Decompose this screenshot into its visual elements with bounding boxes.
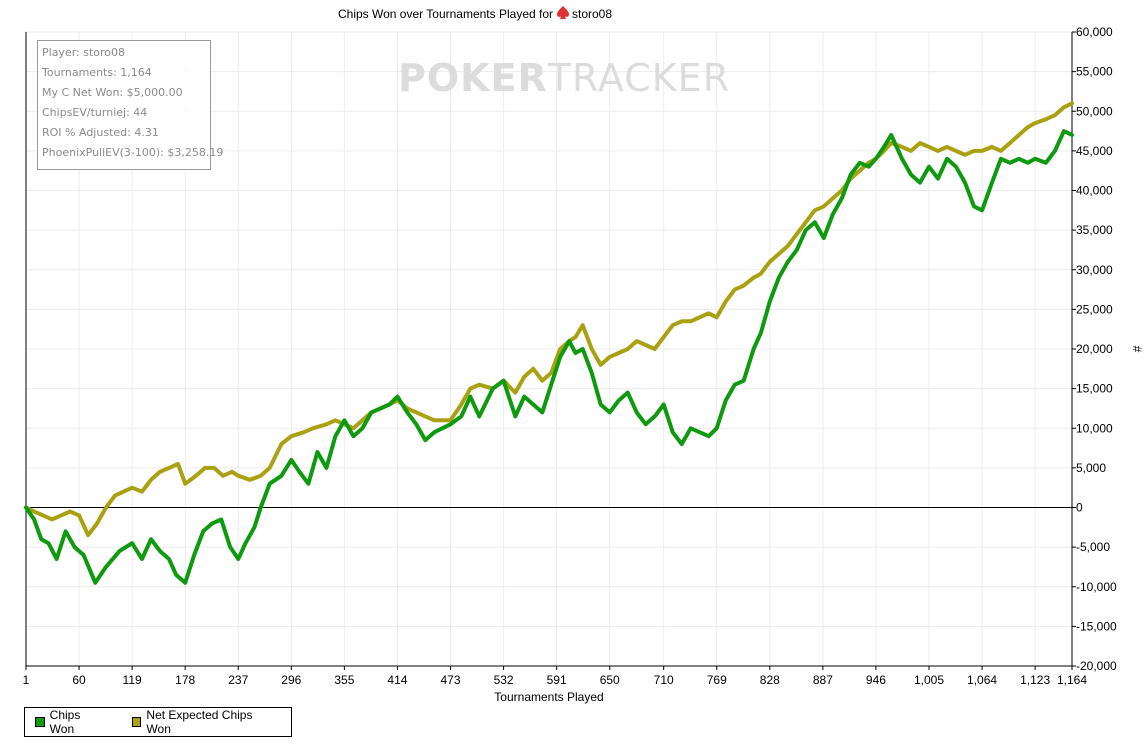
y-tick-label: -10,000	[1076, 580, 1117, 594]
stats-box: Player: storo08 Tournaments: 1,164 My C …	[37, 40, 224, 170]
series-lines	[24, 101, 1074, 585]
y-tick-label: 0	[1076, 501, 1083, 515]
x-tick-label: 828	[760, 673, 780, 687]
x-tick-label: 1	[23, 673, 30, 687]
axes: -20,000 -15,000 -10,000 -5,000 0 5,000 10,000 1…	[23, 25, 1144, 704]
y-tick-label: 5,000	[1076, 461, 1106, 475]
stat-tournaments: Tournaments: 1,164	[42, 66, 152, 79]
legend-item-chips-won[interactable]: Chips Won	[35, 708, 106, 736]
y-tick-label: 25,000	[1076, 302, 1113, 316]
x-tick-label: 1,164	[1057, 673, 1087, 687]
stat-chips-ev: ChipsEV/turniej: 44	[42, 106, 148, 119]
x-axis-title: Tournaments Played	[494, 690, 603, 704]
x-tick-label: 591	[547, 673, 567, 687]
x-tick-label: 119	[123, 673, 142, 687]
y-tick-label: 40,000	[1076, 184, 1113, 198]
x-tick-label: 237	[228, 673, 248, 687]
x-tick-label: 532	[494, 673, 514, 687]
x-tick-label: 414	[387, 673, 407, 687]
stat-player: Player: storo08	[42, 46, 126, 59]
x-tick-label: 296	[281, 673, 301, 687]
x-tick-label: 1,005	[914, 673, 944, 687]
x-tick-label: 60	[72, 673, 86, 687]
x-tick-label: 650	[600, 673, 620, 687]
y-tick-label: 50,000	[1076, 104, 1113, 118]
spade-icon	[557, 6, 569, 19]
stat-roi: ROI % Adjusted: 4.31	[42, 126, 159, 139]
y-tick-label: -15,000	[1076, 619, 1117, 633]
y-tick-label: 45,000	[1076, 144, 1113, 158]
x-tick-label: 946	[866, 673, 886, 687]
y-tick-label: 20,000	[1076, 342, 1113, 356]
x-tick-label: 1,064	[967, 673, 997, 687]
series-line-chips-won	[24, 129, 1074, 585]
x-tick-label: 887	[813, 673, 833, 687]
y-tick-label: 60,000	[1076, 25, 1113, 39]
x-tick-label: 178	[175, 673, 195, 687]
x-tick-label: 769	[707, 673, 727, 687]
pokertracker-watermark: POKERTRACKER	[398, 56, 731, 100]
stat-phoenix: PhoenixPullEV(3-100): $3,258.19	[42, 146, 224, 159]
legend-swatch-chips-won	[35, 717, 45, 727]
y-tick-label: 55,000	[1076, 65, 1113, 79]
y-tick-label: 15,000	[1076, 382, 1113, 396]
chart-title: Chips Won over Tournaments Played for st…	[338, 6, 612, 21]
stat-net-won: My C Net Won: $5,000.00	[42, 86, 183, 99]
legend-swatch-net-expected	[131, 717, 142, 727]
x-tick-label: 1,123	[1020, 673, 1050, 687]
legend: Chips Won Net Expected Chips Won	[24, 707, 292, 737]
x-tick-label: 355	[334, 673, 354, 687]
y-tick-label: -5,000	[1076, 540, 1110, 554]
x-tick-label: 710	[654, 673, 674, 687]
chart-title-player: storo08	[572, 7, 612, 21]
y-axis-title: #	[1130, 346, 1144, 353]
legend-label-chips-won: Chips Won	[49, 708, 81, 736]
y-tick-label: 10,000	[1076, 421, 1113, 435]
legend-item-net-expected[interactable]: Net Expected Chips Won	[131, 708, 275, 736]
y-tick-label: 30,000	[1076, 263, 1113, 277]
chart-title-text: Chips Won over Tournaments Played for	[338, 7, 553, 21]
y-tick-label: 35,000	[1076, 223, 1113, 237]
x-tick-label: 473	[441, 673, 461, 687]
y-tick-label: -20,000	[1076, 659, 1117, 673]
legend-label-net-expected: Net Expected Chips Won	[146, 708, 253, 736]
series-line-net-expected	[24, 101, 1074, 538]
